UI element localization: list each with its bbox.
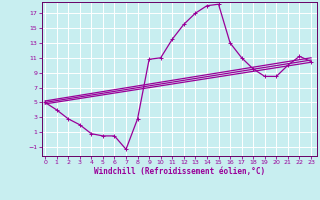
X-axis label: Windchill (Refroidissement éolien,°C): Windchill (Refroidissement éolien,°C) xyxy=(94,167,265,176)
